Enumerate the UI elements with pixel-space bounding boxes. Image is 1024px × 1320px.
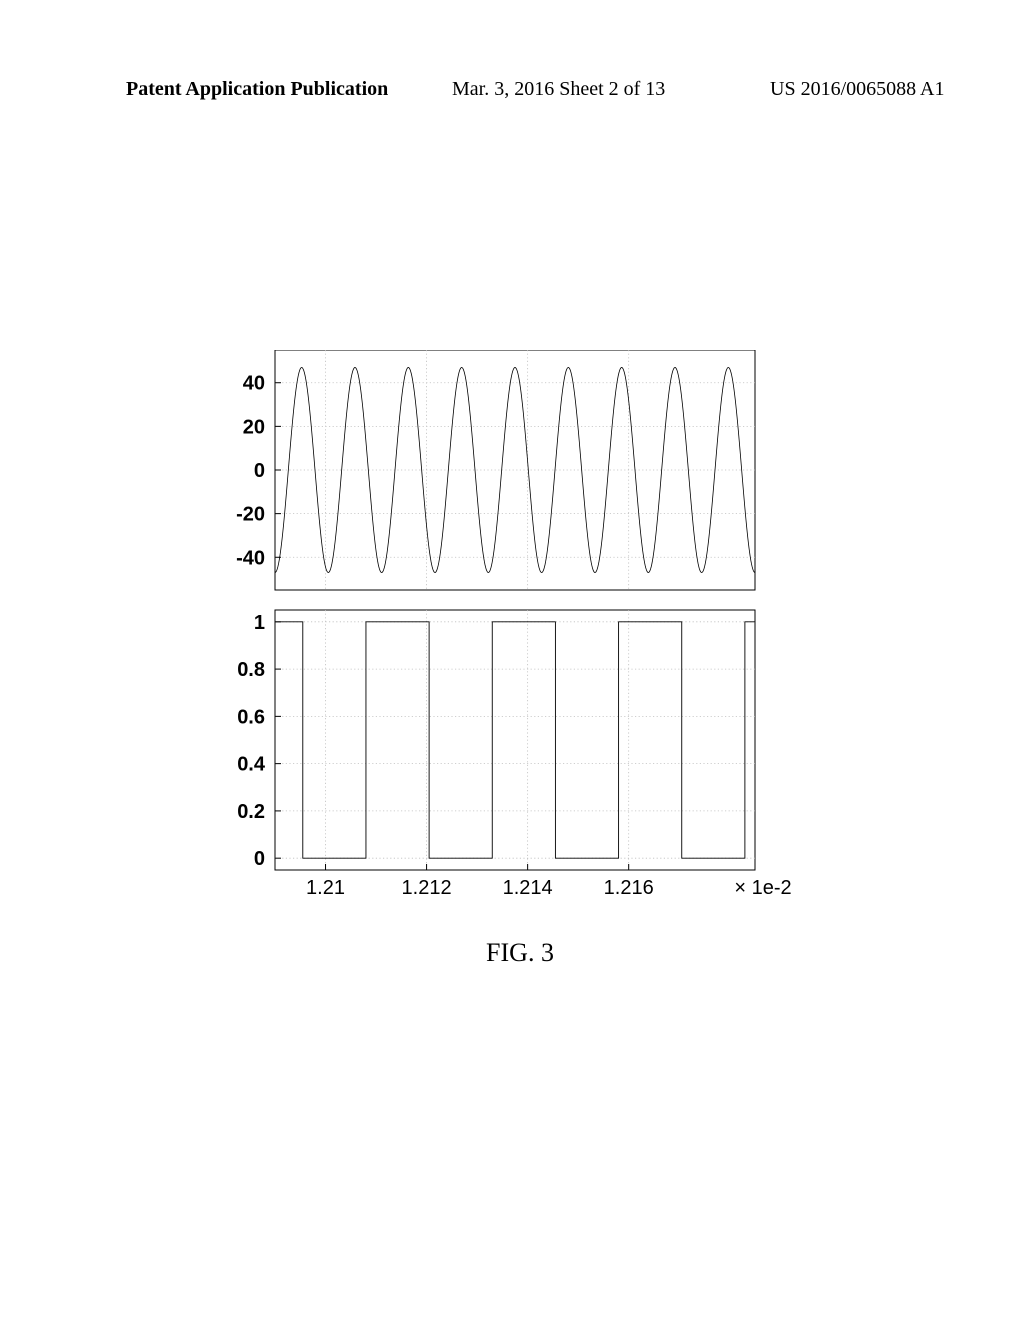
svg-text:1.216: 1.216 <box>604 877 654 899</box>
figure-caption: FIG. 3 <box>205 938 835 968</box>
header-left: Patent Application Publication <box>126 78 388 101</box>
svg-text:1.21: 1.21 <box>306 877 345 899</box>
svg-text:0: 0 <box>254 460 265 482</box>
svg-text:0.8: 0.8 <box>237 659 265 681</box>
svg-text:1: 1 <box>254 612 265 634</box>
figure-svg: -40 -20 0 20 40 0 0.2 0.4 0.6 0.8 1 1.21 1.212 1.214 1… <box>205 350 835 915</box>
svg-text:0: 0 <box>254 848 265 870</box>
header-right: US 2016/0065088 A1 <box>770 78 944 101</box>
svg-text:1.214: 1.214 <box>503 877 553 899</box>
svg-text:1.212: 1.212 <box>402 877 452 899</box>
svg-text:× 1e-2: × 1e-2 <box>734 877 791 899</box>
svg-text:-40: -40 <box>236 547 265 569</box>
figure-3: -40 -20 0 20 40 0 0.2 0.4 0.6 0.8 1 1.21 1.212 1.214 1… <box>205 350 835 968</box>
svg-text:-20: -20 <box>236 504 265 526</box>
svg-text:0.2: 0.2 <box>237 801 265 823</box>
svg-text:0.6: 0.6 <box>237 706 265 728</box>
header-mid: Mar. 3, 2016 Sheet 2 of 13 <box>452 78 665 101</box>
svg-text:40: 40 <box>243 373 265 395</box>
svg-text:0.4: 0.4 <box>237 754 266 776</box>
svg-text:20: 20 <box>243 416 265 438</box>
